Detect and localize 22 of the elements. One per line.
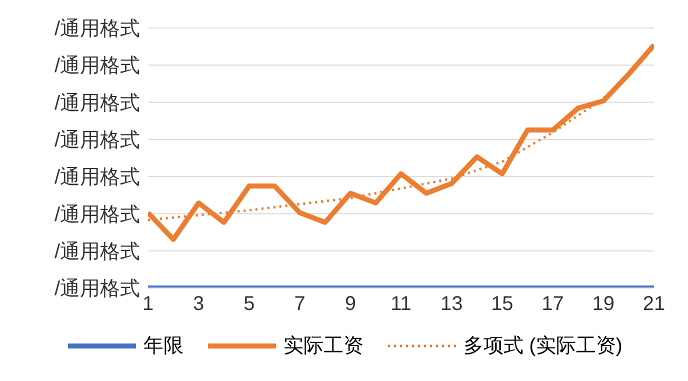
legend-label: 年限 xyxy=(144,334,184,359)
legend-label: 多项式 (实际工资) xyxy=(464,334,622,359)
x-tick-label: 13 xyxy=(440,293,463,316)
x-tick-label: 9 xyxy=(344,293,356,316)
text: /通用格式 xyxy=(54,18,140,40)
x-tick-label: 21 xyxy=(642,293,666,316)
legend-label: 实际工资 xyxy=(284,334,364,359)
x-tick-label: 1 xyxy=(142,293,154,316)
x-tick-label: 5 xyxy=(244,293,255,316)
x-tick-label: 19 xyxy=(592,293,615,316)
text: /通用格式 xyxy=(54,166,140,189)
text: /通用格式 xyxy=(54,278,140,300)
x-tick-label: 11 xyxy=(390,293,412,316)
text: /通用格式 xyxy=(54,204,140,226)
text: /通用格式 xyxy=(54,130,140,152)
text: /通用格式 xyxy=(54,92,140,114)
x-tick-label: 17 xyxy=(542,293,564,316)
x-tick-label: 7 xyxy=(294,293,306,316)
x-tick-label: 3 xyxy=(193,293,204,316)
text: /通用格式 xyxy=(54,240,140,263)
x-tick-label: 15 xyxy=(491,293,514,316)
text: /通用格式 xyxy=(54,55,140,78)
